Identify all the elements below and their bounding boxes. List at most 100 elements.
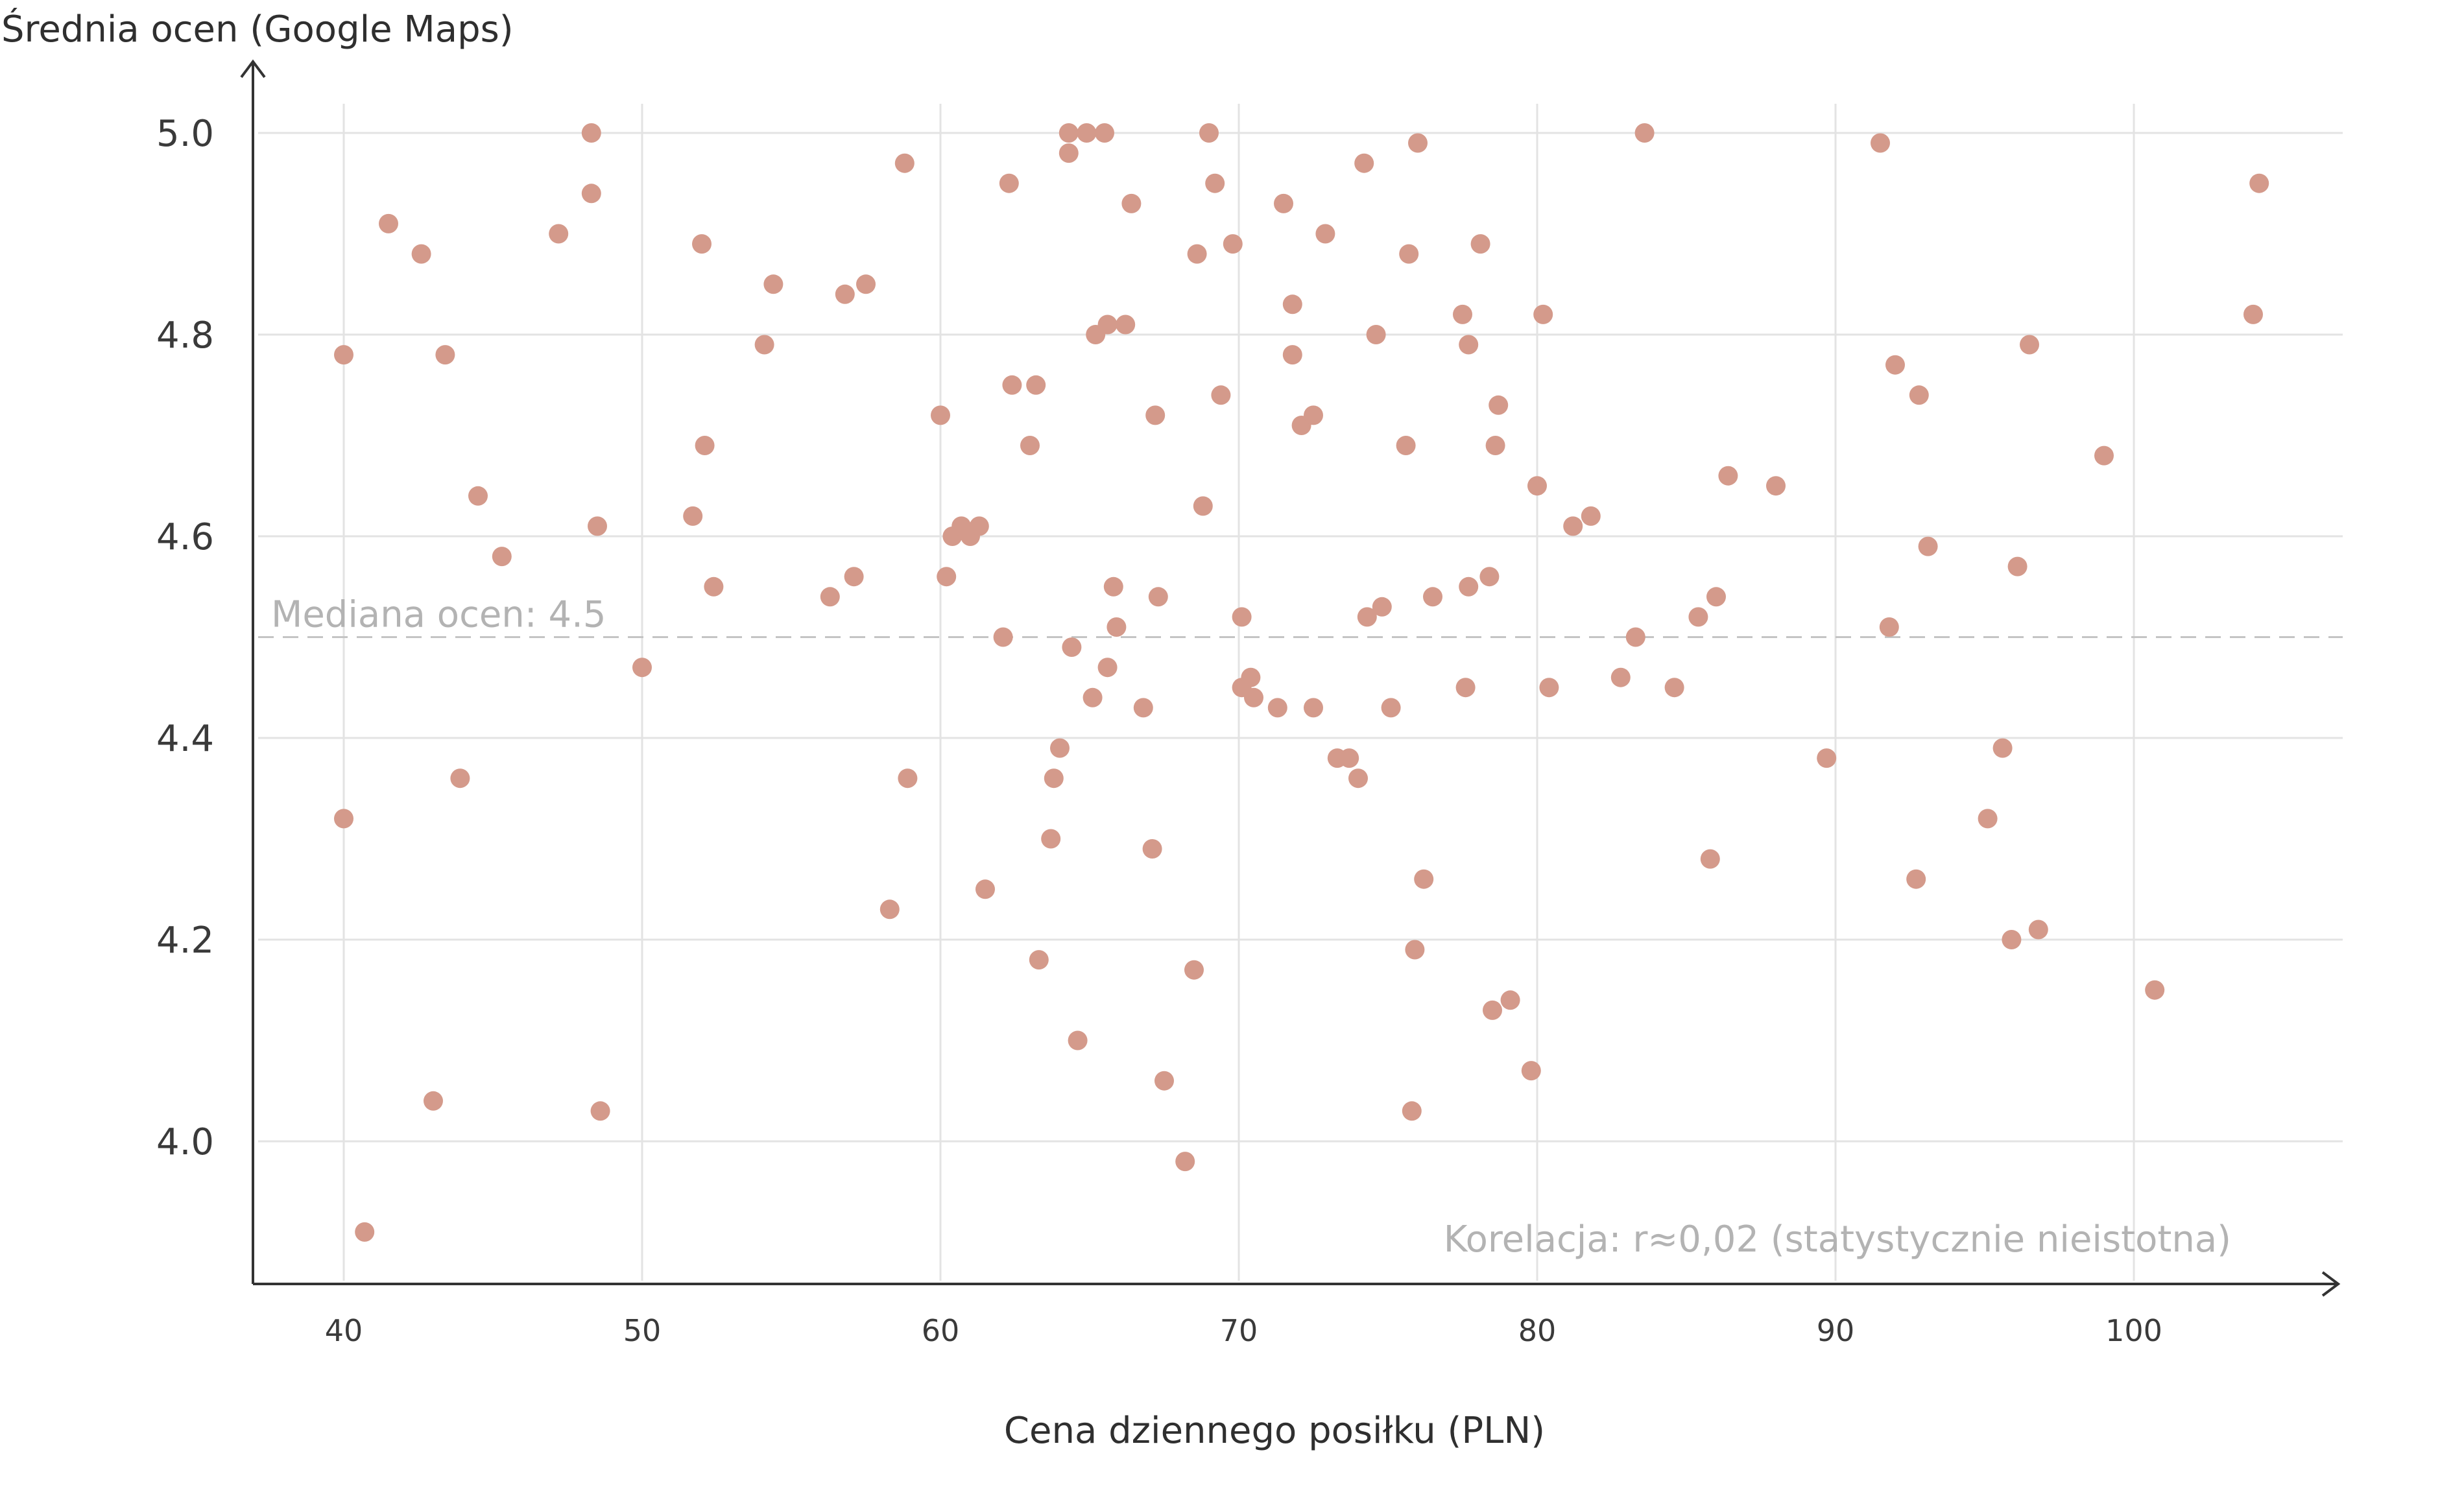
data-point-112 [1539, 678, 1559, 698]
data-point-0 [334, 345, 353, 365]
data-point-39 [1020, 436, 1040, 455]
data-point-56 [1106, 617, 1127, 637]
data-point-129 [1909, 385, 1929, 405]
data-point-123 [1766, 476, 1786, 496]
data-point-99 [1453, 304, 1472, 324]
data-point-103 [1470, 234, 1490, 254]
x-tick-label: 90 [1817, 1313, 1855, 1348]
data-point-82 [1304, 698, 1323, 718]
x-tick-label: 60 [922, 1313, 960, 1348]
data-point-14 [590, 1101, 610, 1121]
data-point-134 [2007, 556, 2027, 576]
data-point-50 [1082, 687, 1103, 707]
data-point-29 [931, 405, 950, 425]
data-point-28 [898, 768, 918, 789]
data-point-76 [1267, 698, 1287, 718]
data-point-137 [2094, 445, 2114, 466]
data-point-77 [1274, 193, 1293, 213]
y-tick-label: 4.4 [156, 718, 214, 760]
data-point-120 [1700, 849, 1720, 869]
data-point-87 [1354, 153, 1374, 173]
data-point-105 [1483, 1000, 1502, 1020]
data-point-59 [1133, 698, 1153, 718]
data-point-65 [1184, 960, 1204, 980]
data-point-122 [1718, 466, 1738, 486]
data-point-124 [1817, 748, 1837, 768]
data-point-116 [1625, 627, 1645, 647]
data-point-85 [1339, 748, 1359, 768]
data-point-21 [763, 274, 783, 294]
data-point-63 [1154, 1071, 1174, 1091]
data-point-92 [1396, 436, 1416, 455]
data-point-9 [492, 547, 512, 567]
data-point-114 [1581, 506, 1601, 526]
y-tick-label: 4.6 [156, 516, 214, 558]
data-point-96 [1408, 133, 1428, 153]
x-tick-label: 70 [1220, 1313, 1258, 1348]
data-point-49 [1077, 123, 1097, 143]
data-point-30 [937, 567, 957, 587]
data-point-45 [1059, 123, 1079, 143]
y-tick-label: 4.2 [156, 920, 214, 962]
data-point-12 [581, 184, 601, 204]
data-point-11 [581, 123, 601, 143]
data-point-60 [1142, 839, 1162, 859]
data-point-110 [1527, 476, 1547, 496]
y-tick-label: 5.0 [156, 113, 214, 155]
data-point-132 [1992, 738, 2013, 758]
y-tick-labels: 4.0 4.2 4.4 4.6 4.8 5.0 [156, 113, 214, 1163]
data-point-47 [1062, 637, 1082, 657]
data-point-22 [820, 587, 840, 607]
data-point-53 [1097, 315, 1118, 335]
data-point-66 [1187, 244, 1207, 264]
data-point-140 [2249, 173, 2269, 193]
data-point-37 [999, 173, 1019, 193]
data-point-1 [334, 809, 353, 829]
data-point-24 [844, 567, 864, 587]
data-point-15 [632, 658, 652, 678]
data-point-57 [1116, 315, 1136, 335]
data-point-38 [1002, 375, 1022, 395]
data-point-3 [379, 213, 398, 233]
data-point-2 [355, 1222, 375, 1242]
x-axis-title: Cena dziennego posiłku (PLN) [1004, 1410, 1545, 1452]
data-point-27 [894, 153, 915, 173]
data-point-79 [1282, 345, 1302, 365]
x-tick-labels: 40 50 60 70 80 90 100 [325, 1313, 2162, 1348]
data-point-70 [1211, 385, 1231, 405]
data-point-43 [1044, 768, 1064, 789]
data-point-101 [1459, 335, 1479, 355]
data-point-68 [1199, 123, 1219, 143]
x-tick-label: 50 [623, 1313, 662, 1348]
data-point-64 [1175, 1152, 1195, 1172]
data-point-133 [2002, 930, 2022, 949]
data-point-78 [1282, 294, 1302, 315]
data-point-91 [1381, 698, 1401, 718]
data-point-61 [1145, 405, 1166, 425]
data-point-104 [1479, 567, 1500, 587]
data-point-107 [1489, 395, 1509, 415]
grid-lines [258, 104, 2343, 1281]
data-point-98 [1423, 587, 1442, 607]
data-point-4 [411, 244, 431, 264]
data-point-81 [1304, 405, 1323, 425]
data-point-131 [1978, 809, 1998, 829]
y-axis-arrow [240, 59, 266, 78]
data-point-109 [1521, 1061, 1541, 1081]
data-point-36 [993, 627, 1013, 647]
data-point-88 [1357, 607, 1377, 627]
data-point-72 [1232, 607, 1252, 627]
data-point-97 [1414, 869, 1434, 889]
data-point-42 [1041, 829, 1061, 849]
data-point-46 [1059, 143, 1079, 163]
x-axis-arrow [2321, 1271, 2341, 1297]
data-point-130 [1918, 536, 1938, 556]
data-point-139 [2243, 304, 2263, 324]
data-point-136 [2028, 920, 2048, 940]
data-point-75 [1244, 687, 1263, 707]
data-point-19 [704, 576, 724, 597]
data-point-74 [1241, 667, 1261, 687]
data-point-115 [1610, 667, 1631, 687]
data-point-52 [1095, 123, 1114, 143]
